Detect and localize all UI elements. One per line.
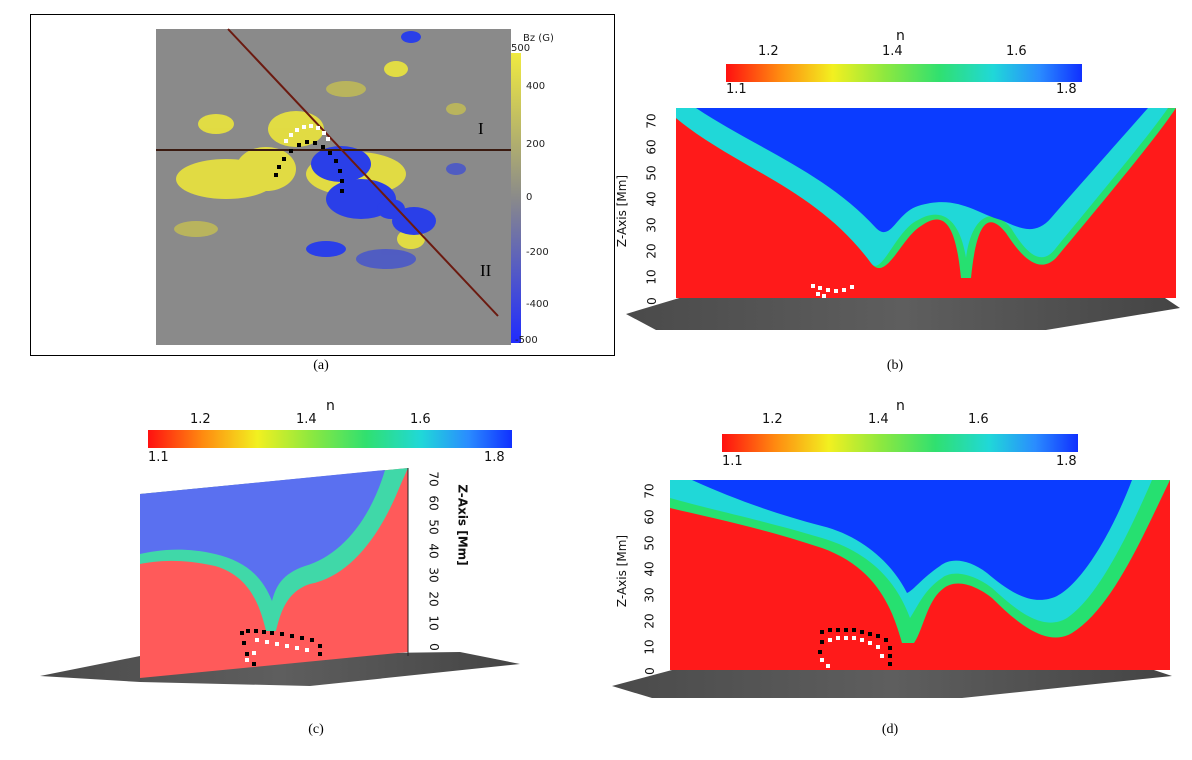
z-tick: 60	[426, 495, 441, 511]
colorbar-c-tick-2: 1.4	[296, 412, 317, 427]
z-tick: 10	[426, 615, 441, 631]
colorbar-c-max: 1.8	[484, 450, 505, 465]
colorbar-b-min: 1.1	[726, 82, 747, 97]
colorbar-d	[722, 434, 1078, 452]
colorbar-b-tick-3: 1.6	[1006, 44, 1027, 59]
colorbar-b-tick-1: 1.2	[758, 44, 779, 59]
colorbar-d-tick-2: 1.4	[868, 412, 889, 427]
panel-d: n 1.2 1.4 1.6 1.1 1.8 Z-Axis [Mm] 70 60 …	[612, 398, 1180, 698]
z-tick: 20	[426, 591, 441, 607]
colorbar-d-tick-1: 1.2	[762, 412, 783, 427]
colorbar-c-tick-3: 1.6	[410, 412, 431, 427]
colorbar-b	[726, 64, 1082, 82]
colorbar-c	[148, 430, 512, 448]
slice-plot-b	[626, 108, 1180, 330]
colorbar-d-tick-3: 1.6	[968, 412, 989, 427]
bz-tick-neg500: -500	[515, 335, 538, 346]
colorbar-b-tick-2: 1.4	[882, 44, 903, 59]
z-axis-label-d: Z-Axis [Mm]	[615, 534, 630, 608]
colorbar-c-min: 1.1	[148, 450, 169, 465]
bz-tick-500: 500	[511, 43, 531, 54]
panel-a: I II Bz (G) 500 400 200 0 -200 -400 -500	[30, 14, 615, 356]
z-ticks-c: 70 60 50 40 30 20 10 0	[426, 468, 446, 658]
line-label-i: I	[478, 119, 484, 138]
bz-colorbar	[511, 53, 521, 343]
slice-plot-c	[40, 468, 520, 686]
colorbar-b-max: 1.8	[1056, 82, 1077, 97]
z-tick: 0	[426, 643, 441, 651]
bz-tick-neg400: -400	[526, 299, 549, 310]
slice-plot-d	[612, 480, 1172, 698]
z-tick: 40	[426, 543, 441, 559]
line-label-ii: II	[480, 261, 492, 280]
z-axis-label-c: Z-Axis [Mm]	[455, 484, 470, 566]
z-axis-label-b: Z-Axis [Mm]	[615, 174, 630, 248]
caption-a: (a)	[313, 358, 329, 373]
caption-b: (b)	[886, 358, 904, 373]
caption-c: (c)	[308, 722, 324, 737]
z-tick: 50	[426, 519, 441, 535]
colorbar-b-title: n	[896, 28, 905, 44]
bz-tick-neg200: -200	[526, 247, 549, 258]
colorbar-d-min: 1.1	[722, 454, 743, 469]
magnetogram	[156, 28, 511, 345]
bz-colorbar-title: Bz (G)	[523, 33, 554, 44]
bz-tick-400: 400	[526, 81, 546, 92]
panel-c: n 1.2 1.4 1.6 1.1 1.8 Z-Axis [Mm] 70	[40, 398, 560, 688]
bz-tick-0: 0	[526, 192, 533, 203]
bz-tick-200: 200	[526, 139, 546, 150]
colorbar-c-tick-1: 1.2	[190, 412, 211, 427]
z-tick: 30	[426, 567, 441, 583]
z-tick: 70	[426, 471, 441, 487]
colorbar-c-title: n	[326, 398, 335, 414]
colorbar-d-max: 1.8	[1056, 454, 1077, 469]
panel-b: n 1.2 1.4 1.6 1.1 1.8 Z-Axis [Mm] 70 60 …	[615, 28, 1180, 338]
caption-d: (d)	[881, 722, 899, 737]
colorbar-d-title: n	[896, 398, 905, 414]
